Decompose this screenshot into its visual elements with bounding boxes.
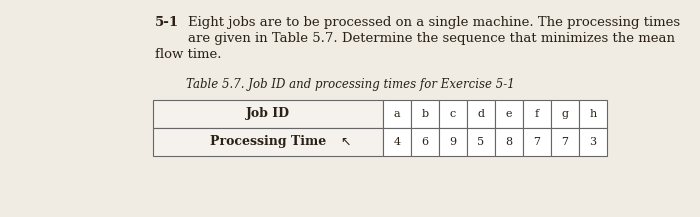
Bar [579, 100, 607, 128]
Text: 6: 6 [421, 137, 428, 147]
Text: h: h [589, 109, 596, 119]
Bar [383, 100, 411, 128]
Text: 4: 4 [393, 137, 400, 147]
Bar [439, 128, 467, 156]
Bar [495, 100, 523, 128]
Text: g: g [561, 109, 568, 119]
Text: f: f [535, 109, 539, 119]
Text: 5: 5 [477, 137, 484, 147]
Text: c: c [450, 109, 456, 119]
Bar [467, 128, 495, 156]
Text: a: a [393, 109, 400, 119]
Text: 5-1: 5-1 [155, 16, 179, 29]
Text: flow time.: flow time. [155, 48, 221, 61]
Bar [523, 128, 551, 156]
Text: e: e [505, 109, 512, 119]
Text: Job ID: Job ID [246, 107, 290, 120]
Bar [411, 100, 439, 128]
Text: Table 5.7. Job ID and processing times for Exercise 5-1: Table 5.7. Job ID and processing times f… [186, 78, 514, 91]
Bar [383, 128, 411, 156]
Text: 7: 7 [561, 137, 568, 147]
Bar [153, 100, 383, 128]
Bar [579, 128, 607, 156]
Text: Eight jobs are to be processed on a single machine. The processing times: Eight jobs are to be processed on a sing… [188, 16, 680, 29]
Text: 8: 8 [505, 137, 512, 147]
Text: b: b [421, 109, 428, 119]
Text: are given in Table 5.7. Determine the sequence that minimizes the mean: are given in Table 5.7. Determine the se… [188, 32, 675, 45]
Bar [551, 128, 579, 156]
Text: ↖: ↖ [340, 135, 350, 148]
Bar [523, 100, 551, 128]
Bar [439, 100, 467, 128]
Bar [551, 100, 579, 128]
Text: 3: 3 [589, 137, 596, 147]
Text: Processing Time: Processing Time [210, 135, 326, 148]
Bar [411, 128, 439, 156]
Bar [467, 100, 495, 128]
Text: 7: 7 [533, 137, 540, 147]
Text: 9: 9 [449, 137, 456, 147]
Text: d: d [477, 109, 484, 119]
Bar [495, 128, 523, 156]
Bar [153, 128, 383, 156]
